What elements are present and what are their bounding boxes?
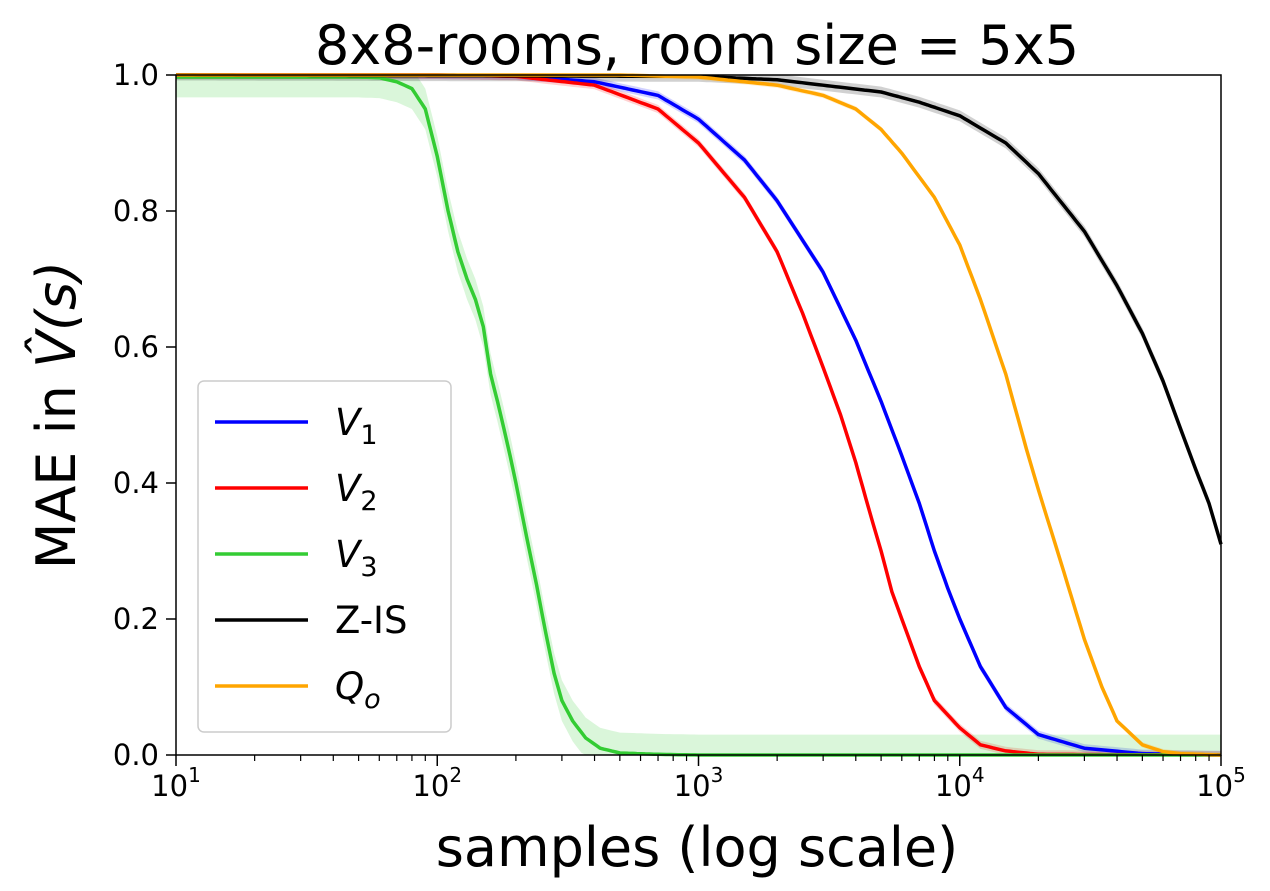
x-axis-label: samples (log scale) xyxy=(436,816,958,879)
y-axis-label: MAE in V̂(s) xyxy=(25,261,88,569)
legend-label-2: V3 xyxy=(335,533,378,583)
y-tick-label-3: 0.6 xyxy=(113,330,159,364)
legend-items: V1 V2 V3 Z-IS Qo xyxy=(215,401,407,715)
legend-label-4: Qo xyxy=(335,665,381,715)
legend-label-0: V1 xyxy=(335,401,378,451)
legend-label-3: Z-IS xyxy=(335,599,407,642)
y-tick-label-0: 0.0 xyxy=(113,738,159,772)
y-axis-ticks: 0.0 0.2 0.4 0.6 0.8 1.0 xyxy=(113,58,176,772)
plot-area xyxy=(175,73,1223,757)
y-axis-label-math: V̂(s) xyxy=(25,261,88,368)
legend-label-1: V2 xyxy=(335,467,378,517)
x-tick-label-2: 103 xyxy=(674,763,724,803)
y-tick-label-5: 1.0 xyxy=(113,58,159,92)
y-axis-label-text: MAE in xyxy=(25,368,88,569)
chart-title: 8x8-rooms, room size = 5x5 xyxy=(315,14,1079,77)
x-tick-label-1: 102 xyxy=(412,763,462,803)
x-axis-ticks: 101 102 103 104 105 xyxy=(151,755,1246,803)
y-tick-label-4: 0.8 xyxy=(113,194,159,228)
x-tick-label-3: 104 xyxy=(935,763,985,803)
legend-box xyxy=(197,380,452,733)
x-tick-label-4: 105 xyxy=(1196,763,1246,803)
y-tick-label-2: 0.4 xyxy=(113,466,159,500)
y-tick-label-1: 0.2 xyxy=(113,602,159,636)
legend: V1 V2 V3 Z-IS Qo xyxy=(197,380,452,733)
x-tick-label-0: 101 xyxy=(151,763,201,803)
